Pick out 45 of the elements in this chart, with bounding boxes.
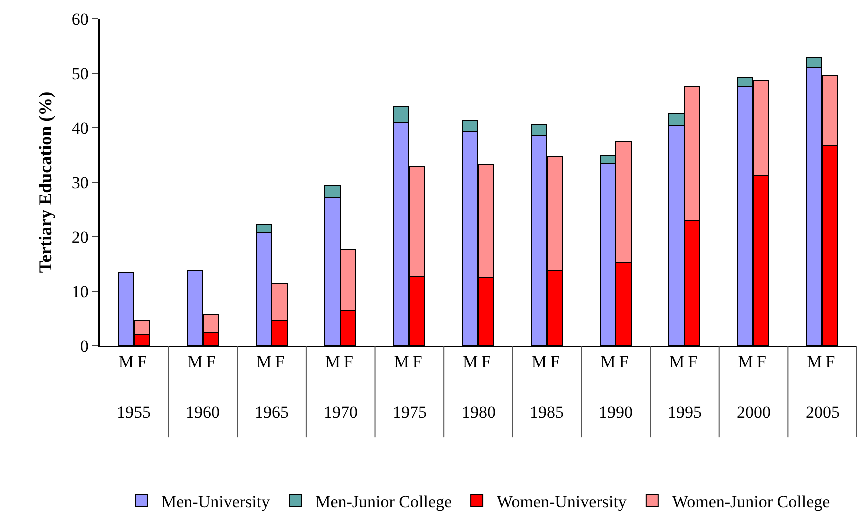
x-tick-label: M (600, 352, 616, 372)
legend-label: Women-Junior College (672, 492, 830, 512)
y-tick-label: 20 (72, 228, 89, 247)
x-tick-label: F (138, 352, 148, 372)
x-tick-label: F (412, 352, 422, 372)
x-tick-label: M (394, 352, 410, 372)
text: 1955 (117, 403, 151, 422)
x-tick-label: M (807, 352, 822, 372)
x-tick-label: M (325, 352, 341, 372)
text: 1965 (255, 403, 289, 422)
x-tick-label: M (188, 352, 203, 372)
text: 1975 (393, 403, 427, 422)
text: 1960 (186, 403, 220, 422)
x-tick-label: F (482, 352, 492, 372)
x-tick-label: F (826, 352, 836, 372)
x-tick-label: F (206, 352, 216, 372)
y-tick-label: 30 (72, 173, 89, 192)
x-tick-label: F (619, 352, 629, 372)
text: 1990 (599, 403, 633, 422)
text: 1995 (668, 403, 702, 422)
x-tick-label: M (463, 352, 478, 372)
text: 1970 (324, 403, 358, 422)
text: 1985 (530, 403, 564, 422)
x-tick-label: F (344, 352, 354, 372)
y-tick-label: 10 (72, 282, 89, 302)
x-tick-label: M (669, 352, 685, 372)
text: 2000 (737, 403, 771, 422)
text: 2005 (806, 403, 840, 422)
x-tick-label: M (118, 352, 134, 372)
y-tick-label: 0 (80, 336, 89, 356)
x-tick-label: F (275, 352, 285, 372)
y-axis-title: Tertiary Education (%) (36, 92, 56, 274)
y-tick-label: 50 (72, 64, 89, 84)
x-tick-label: F (756, 352, 766, 372)
x-tick-label: M (256, 352, 272, 372)
y-tick-label: 60 (72, 10, 89, 29)
text: 1980 (462, 403, 496, 422)
x-tick-label: F (550, 352, 560, 372)
x-tick-label: M (738, 352, 754, 372)
legend-label: Men-University (162, 492, 271, 512)
legend-label: Women-University (497, 492, 628, 512)
y-tick-label: 40 (72, 118, 89, 138)
x-tick-label: F (688, 352, 698, 372)
x-tick-label: M (532, 352, 547, 372)
legend-label: Men-Junior College (316, 492, 452, 512)
